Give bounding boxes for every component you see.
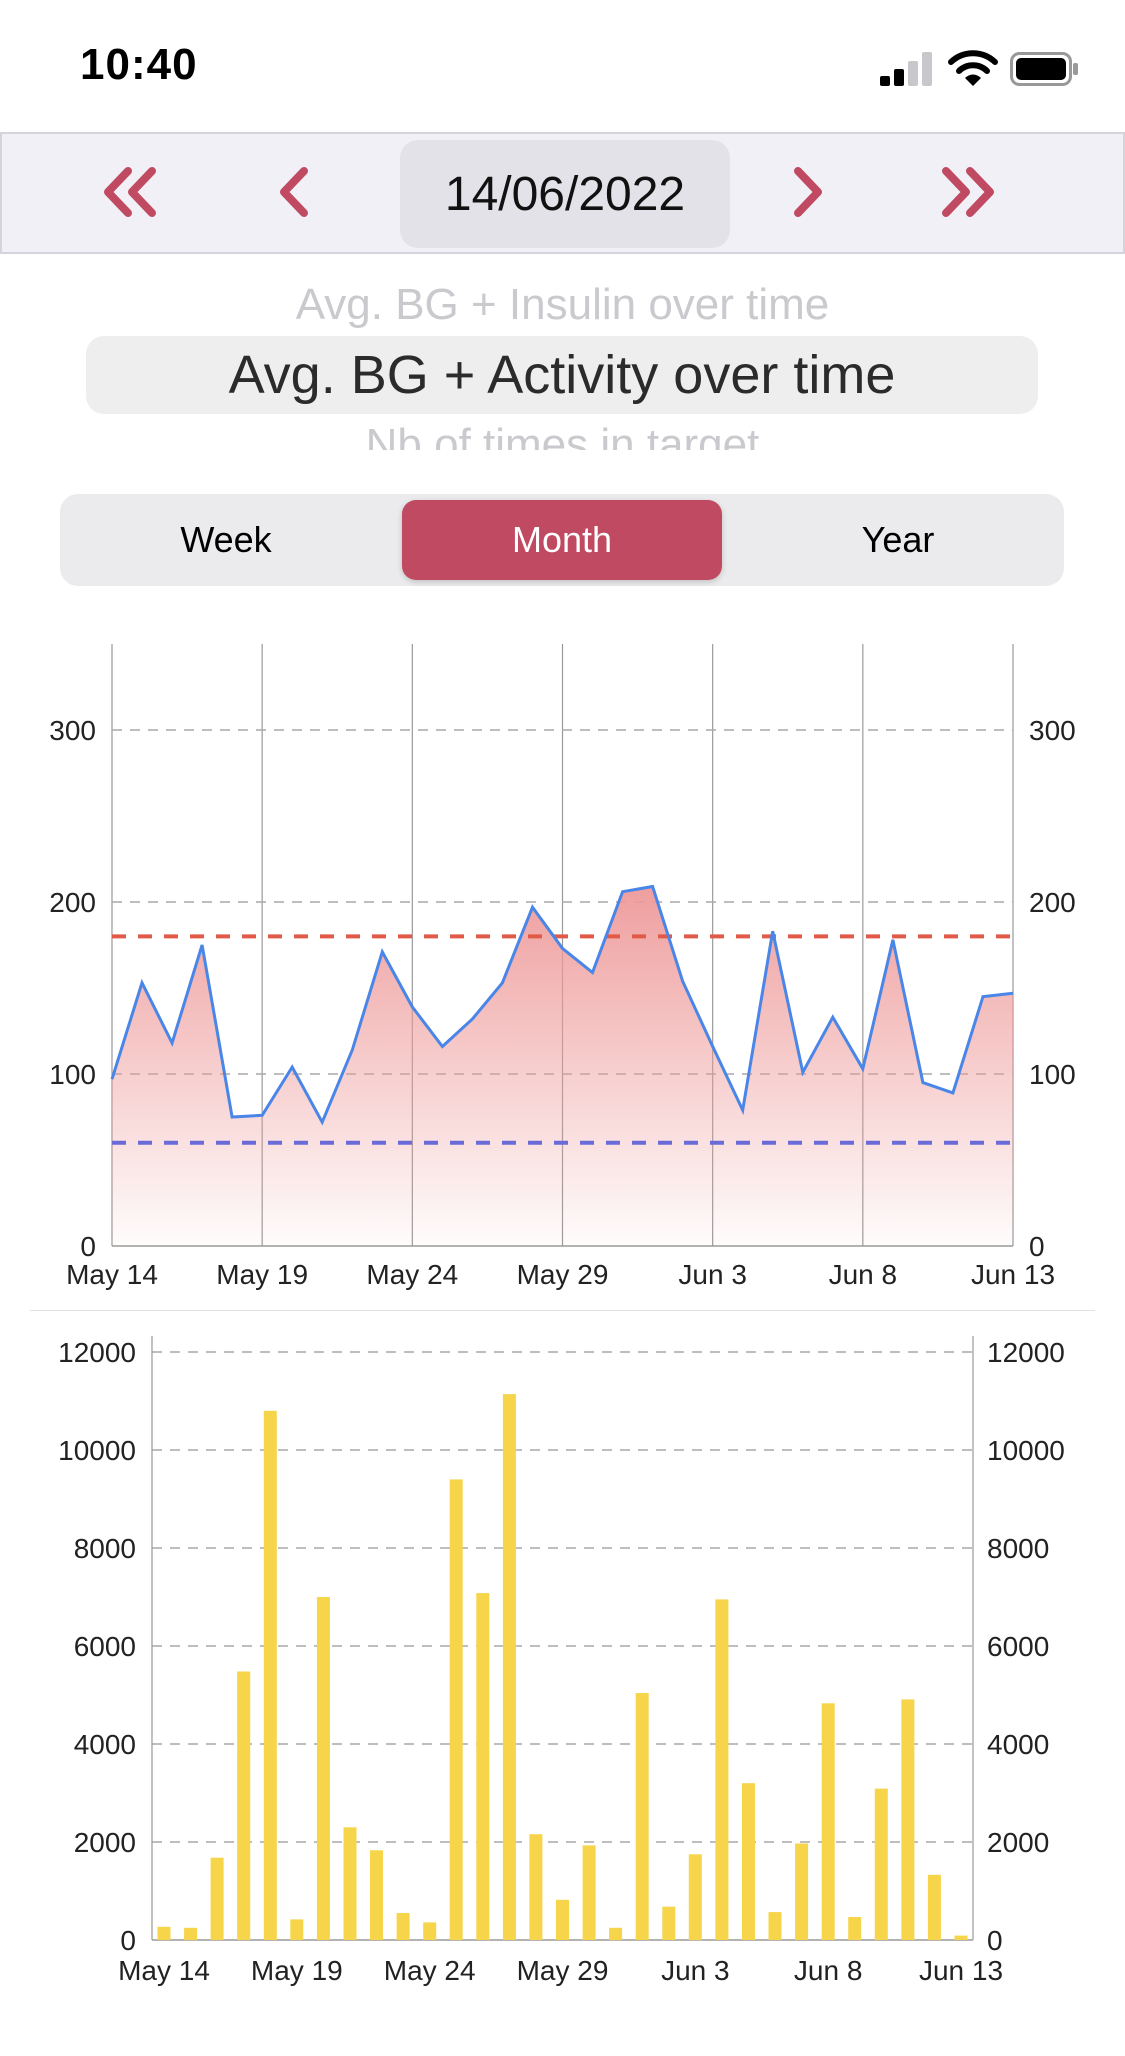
segment-month[interactable]: Month	[402, 500, 722, 580]
first-date-button[interactable]	[100, 160, 160, 224]
activity-x-tick-label: May 14	[118, 1955, 210, 1986]
activity-bar	[742, 1783, 755, 1940]
activity-y-tick-label-left: 10000	[58, 1435, 136, 1466]
bg-y-tick-label-right: 0	[1029, 1231, 1045, 1262]
double-chevron-right-icon	[942, 167, 994, 217]
activity-bar	[184, 1927, 198, 1941]
activity-bar	[290, 1919, 304, 1940]
status-bar: 10:40	[0, 0, 1125, 132]
battery-icon	[1010, 52, 1078, 86]
date-navigation-bar: 14/06/2022	[0, 132, 1125, 254]
activity-bar	[954, 1935, 968, 1940]
activity-bar	[370, 1850, 383, 1940]
avg-bg-chart: May 14 May 19 May 24 May 29 Jun 3 Jun 8 Jun 13…	[49, 644, 1076, 1290]
activity-bar	[688, 1854, 702, 1941]
activity-x-tick-label: May 24	[384, 1955, 476, 1986]
activity-bar	[848, 1917, 862, 1940]
activity-y-tick-label-right: 6000	[987, 1631, 1049, 1662]
bg-x-tick-label: May 14	[66, 1259, 158, 1290]
activity-bar	[210, 1857, 224, 1940]
bg-y-tick-label-left: 100	[49, 1059, 96, 1090]
activity-x-tick-label: Jun 13	[919, 1955, 1003, 1986]
activity-x-tick-label: May 19	[251, 1955, 343, 1986]
activity-x-tick-label: May 29	[517, 1955, 609, 1986]
activity-y-tick-label-right: 4000	[987, 1729, 1049, 1760]
activity-bar	[157, 1926, 171, 1940]
picker-option-below[interactable]: Nb of times in target	[365, 420, 760, 450]
activity-bar	[316, 1597, 330, 1940]
bg-x-tick-label: May 24	[366, 1259, 458, 1290]
activity-bar	[237, 1671, 251, 1940]
chevron-right-icon	[794, 167, 822, 217]
activity-bar	[927, 1874, 941, 1940]
activity-bar	[582, 1845, 596, 1940]
bg-x-tick-label: Jun 13	[971, 1259, 1055, 1290]
activity-bar	[874, 1788, 888, 1940]
double-chevron-left-icon	[104, 167, 156, 217]
last-date-button[interactable]	[938, 160, 998, 224]
segment-week[interactable]: Week	[180, 519, 272, 560]
activity-bar	[768, 1912, 782, 1940]
activity-y-tick-label-left: 0	[120, 1925, 136, 1956]
activity-y-tick-label-right: 0	[987, 1925, 1003, 1956]
bg-y-tick-label-right: 100	[1029, 1059, 1076, 1090]
activity-bar	[449, 1479, 463, 1940]
bg-x-tick-label: Jun 3	[678, 1259, 747, 1290]
activity-chart: 0 0 2000 2000 4000 4000 6000 6000 8000 8000 10000 1…	[58, 1336, 1065, 1986]
picker-selected-option[interactable]: Avg. BG + Activity over time	[86, 336, 1038, 414]
bg-x-tick-label: Jun 8	[829, 1259, 898, 1290]
activity-x-tick-label: Jun 8	[794, 1955, 863, 1986]
activity-bar	[343, 1827, 357, 1940]
bg-y-tick-label-left: 200	[49, 887, 96, 918]
cellular-signal-icon	[880, 52, 932, 86]
activity-bar	[502, 1394, 516, 1940]
current-date-button[interactable]: 14/06/2022	[400, 140, 730, 248]
bg-x-tick-label: May 19	[216, 1259, 308, 1290]
activity-y-tick-label-left: 12000	[58, 1337, 136, 1368]
activity-bar	[635, 1693, 649, 1940]
bg-x-tick-label: May 29	[517, 1259, 609, 1290]
next-date-button[interactable]	[778, 160, 838, 224]
bg-y-tick-label-right: 300	[1029, 715, 1076, 746]
activity-y-tick-label-right: 2000	[987, 1827, 1049, 1858]
bg-area-fill	[112, 886, 1013, 1246]
bg-y-tick-label-left: 300	[49, 715, 96, 746]
chart-divider	[30, 1310, 1095, 1311]
activity-y-tick-label-left: 4000	[74, 1729, 136, 1760]
segment-year[interactable]: Year	[861, 519, 935, 560]
activity-bar	[263, 1410, 277, 1940]
activity-bar	[795, 1843, 809, 1940]
wifi-icon	[948, 50, 998, 86]
activity-bar	[715, 1599, 729, 1940]
activity-bar	[901, 1699, 915, 1940]
activity-bar	[821, 1703, 835, 1940]
activity-y-tick-label-left: 2000	[74, 1827, 136, 1858]
bg-y-tick-label-right: 200	[1029, 887, 1076, 918]
chart-type-picker[interactable]: Avg. BG + Insulin over time Avg. BG + Ac…	[0, 270, 1125, 450]
activity-bar	[609, 1927, 623, 1941]
previous-date-button[interactable]	[264, 160, 324, 224]
period-segmented-control: Week Month Year	[60, 494, 1064, 586]
activity-bar	[529, 1834, 543, 1940]
activity-y-tick-label-left: 8000	[74, 1533, 136, 1564]
bg-y-tick-label-left: 0	[80, 1231, 96, 1262]
picker-option-above[interactable]: Avg. BG + Insulin over time	[295, 280, 830, 329]
activity-y-tick-label-right: 10000	[987, 1435, 1065, 1466]
activity-bar	[423, 1922, 437, 1940]
activity-y-tick-label-right: 12000	[987, 1337, 1065, 1368]
chevron-left-icon	[280, 167, 308, 217]
activity-y-tick-label-right: 8000	[987, 1533, 1049, 1564]
activity-bar	[396, 1913, 410, 1940]
status-time: 10:40	[80, 40, 198, 89]
activity-bar	[556, 1899, 569, 1940]
activity-bar	[662, 1906, 676, 1940]
bg-series-line	[110, 884, 1014, 1126]
activity-bar	[476, 1593, 490, 1940]
activity-x-tick-label: Jun 3	[661, 1955, 730, 1986]
activity-y-tick-label-left: 6000	[74, 1631, 136, 1662]
